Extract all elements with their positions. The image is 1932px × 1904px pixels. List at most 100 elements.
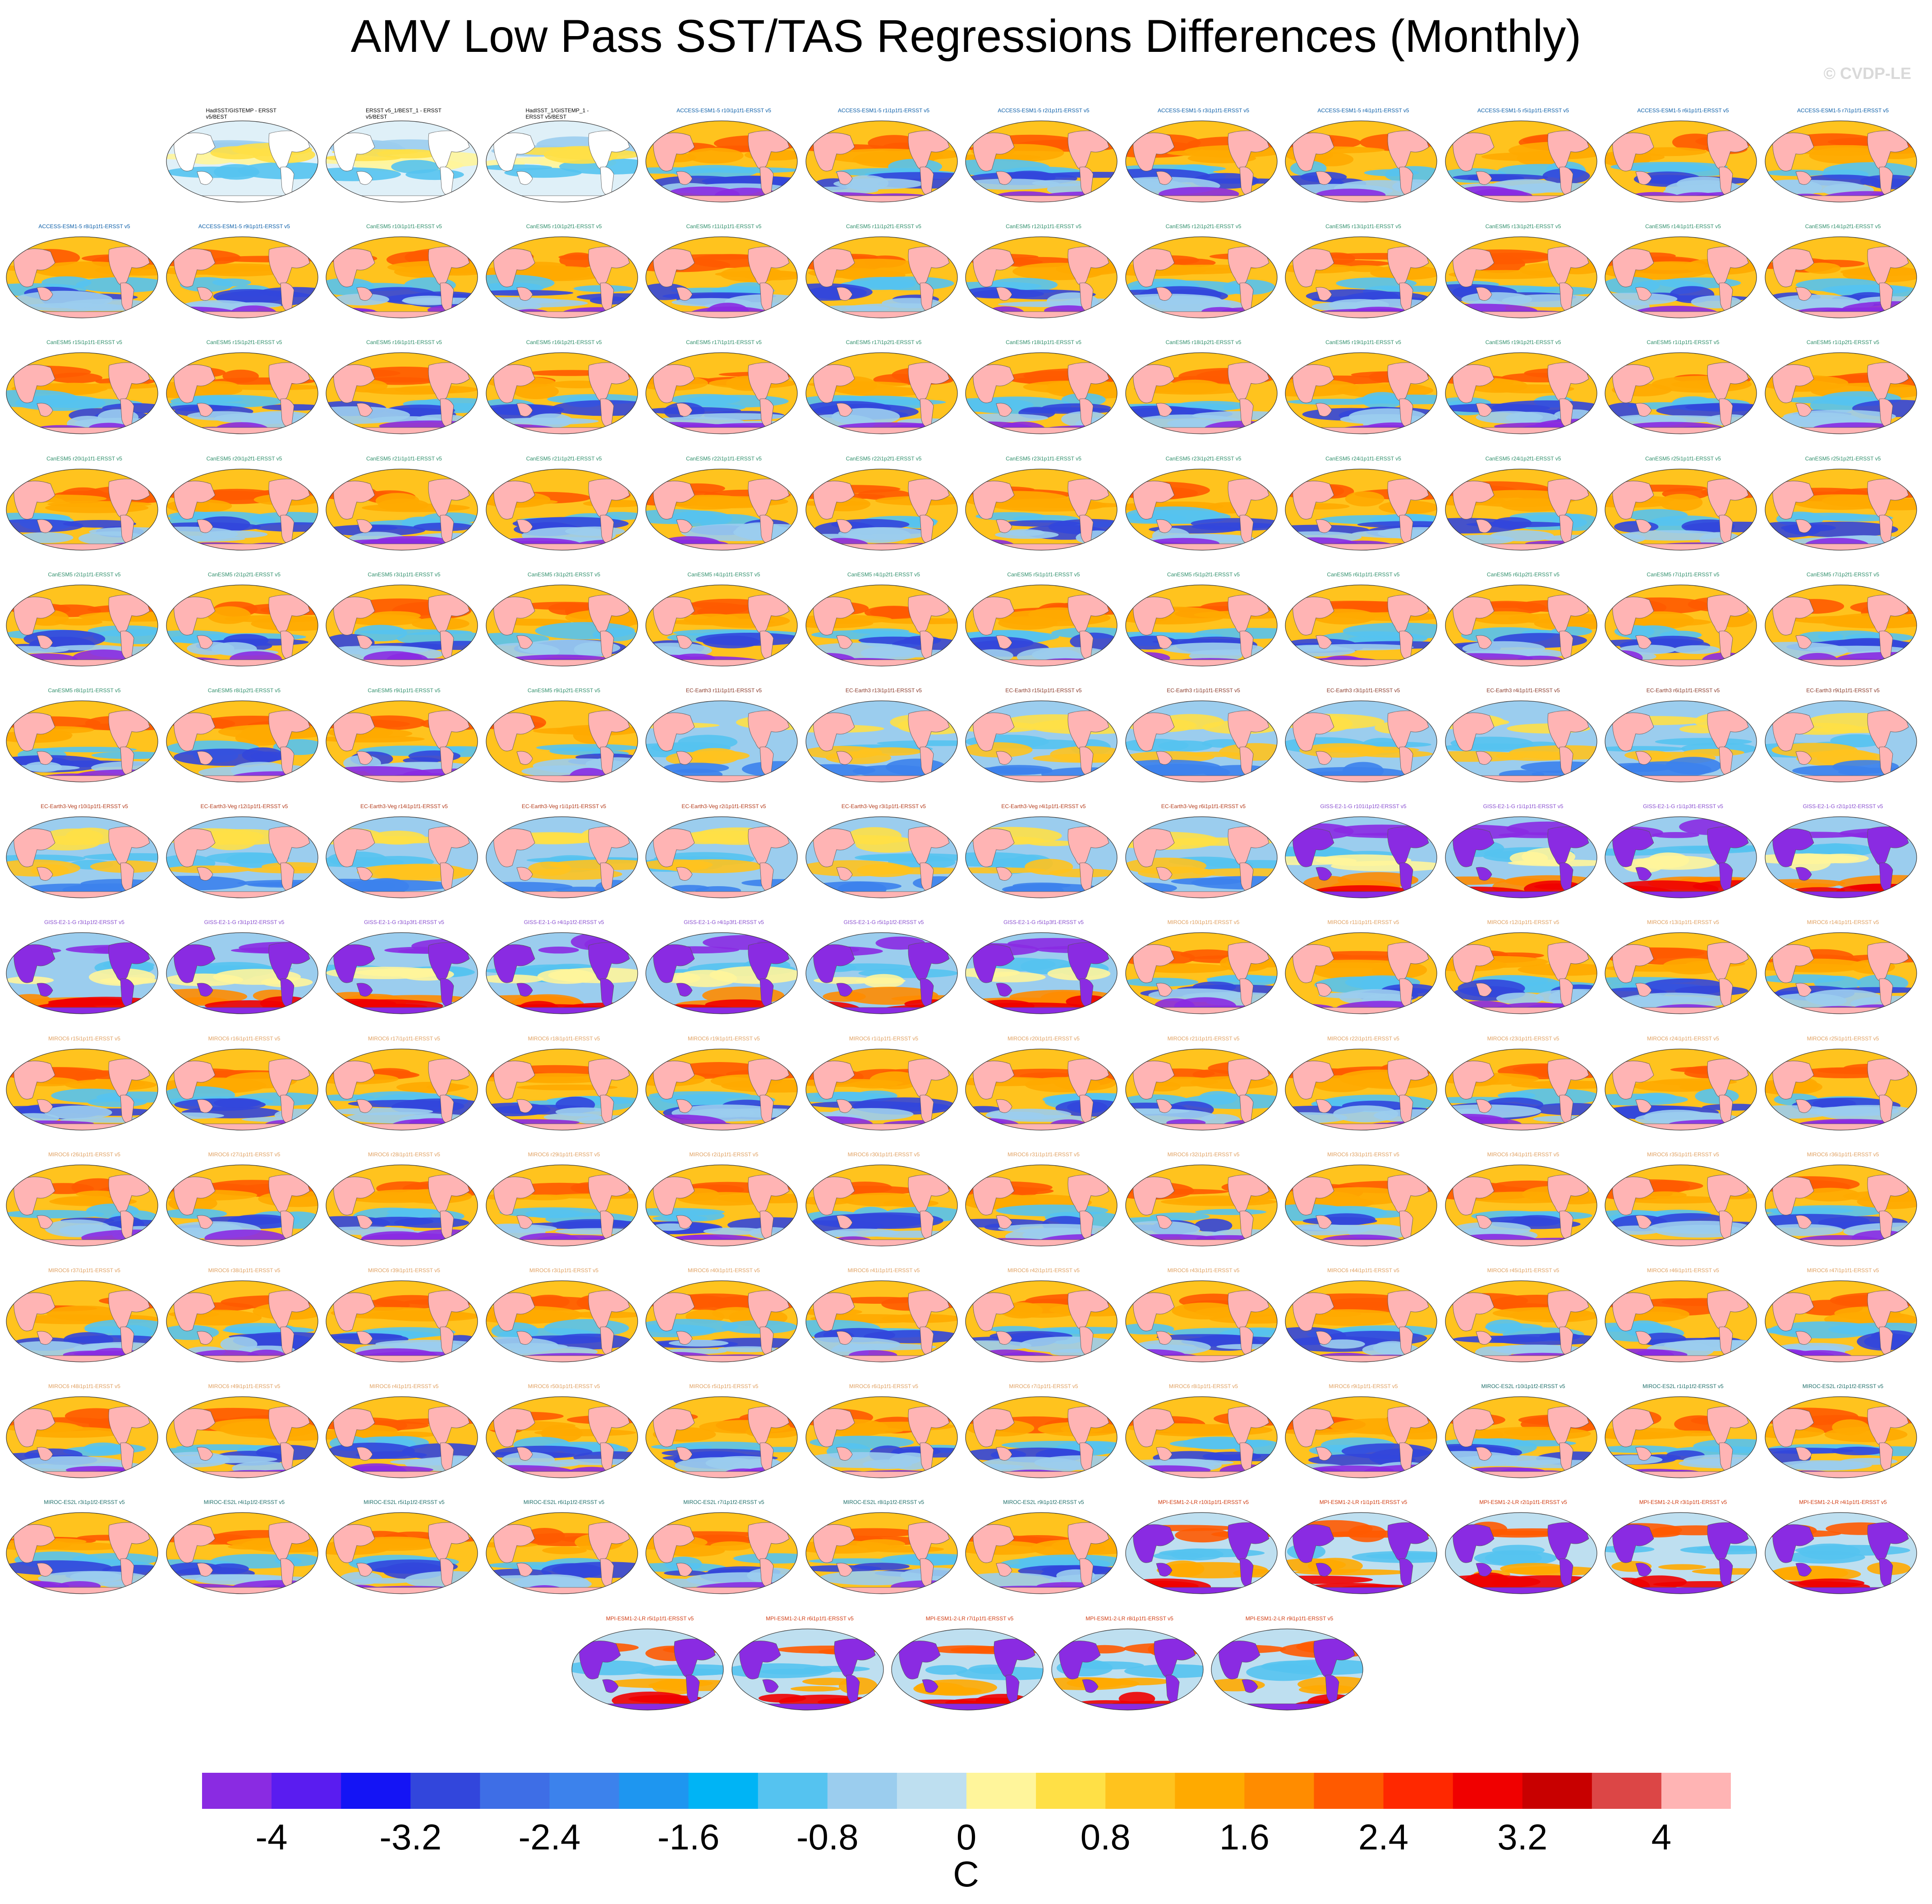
panel-title: MIROC6 r10i1p1f1-ERSST v5 — [1167, 919, 1240, 926]
map-panel: GISS-E2-1-G r1i1p1f1-ERSST v5 — [1444, 803, 1602, 902]
map-panel: MIROC6 r39i1p1f1-ERSST v5 — [325, 1267, 483, 1366]
world-map — [805, 1280, 958, 1362]
world-map — [645, 1512, 798, 1594]
map-panel: CanESM5 r14i1p2f1-ERSST v5 — [1764, 223, 1922, 322]
world-map — [1125, 700, 1278, 782]
panel-title: CanESM5 r17i1p2f1-ERSST v5 — [846, 339, 922, 346]
map-panel: CanESM5 r24i1p1f1-ERSST v5 — [1284, 455, 1442, 555]
map-panel: EC-Earth3-Veg r14i1p1f1-ERSST v5 — [325, 803, 483, 902]
map-panel: EC-Earth3-Veg r3i1p1f1-ERSST v5 — [805, 803, 963, 902]
panel-title: CanESM5 r5i1p2f1-ERSST v5 — [1167, 571, 1240, 578]
map-panel: MIROC6 r48i1p1f1-ERSST v5 — [5, 1383, 163, 1482]
panel-title: MIROC6 r43i1p1f1-ERSST v5 — [1167, 1267, 1240, 1274]
world-map — [485, 700, 638, 782]
panel-title: CanESM5 r16i1p2f1-ERSST v5 — [526, 339, 602, 346]
world-map — [326, 1164, 478, 1246]
panel-title: CanESM5 r22i1p2f1-ERSST v5 — [846, 455, 922, 462]
panel-title: MIROC6 r20i1p1f1-ERSST v5 — [1007, 1035, 1080, 1042]
map-panel: MIROC6 r50i1p1f1-ERSST v5 — [485, 1383, 643, 1482]
map-panel: MIROC6 r17i1p1f1-ERSST v5 — [325, 1035, 483, 1135]
map-panel: ACCESS-ESM1-5 r9i1p1f1-ERSST v5 — [166, 223, 323, 322]
world-map — [1764, 816, 1917, 898]
world-map — [965, 236, 1118, 318]
colorbar-tick-label: -4 — [255, 1817, 288, 1857]
map-panel: CanESM5 r17i1p1f1-ERSST v5 — [645, 339, 803, 438]
map-panel: CanESM5 r16i1p2f1-ERSST v5 — [485, 339, 643, 438]
map-panel: MPI-ESM1-2-LR r6i1p1f1-ERSST v5 — [731, 1615, 889, 1715]
world-map — [166, 1396, 318, 1478]
panel-title: MIROC6 r41i1p1f1-ERSST v5 — [847, 1267, 920, 1274]
panel-title: CanESM5 r2i1p1f1-ERSST v5 — [48, 571, 121, 578]
world-map — [1125, 1280, 1278, 1362]
colorbar-unit: C — [953, 1854, 979, 1894]
world-map — [1211, 1628, 1363, 1711]
panel-title: EC-Earth3 r15i1p1f1-ERSST v5 — [1005, 687, 1082, 694]
map-panel: MIROC6 r36i1p1f1-ERSST v5 — [1764, 1151, 1922, 1251]
panel-title: MIROC-ES2L r1i1p1f2-ERSST v5 — [1642, 1383, 1724, 1390]
world-map — [645, 816, 798, 898]
panel-title: EC-Earth3-Veg r1i1p1f1-ERSST v5 — [521, 803, 607, 810]
map-panel: MIROC6 r1i1p1f1-ERSST v5 — [805, 1035, 963, 1135]
map-panel: CanESM5 r18i1p1f1-ERSST v5 — [965, 339, 1122, 438]
map-panel: EC-Earth3 r1i1p1f1-ERSST v5 — [1125, 687, 1283, 786]
world-map — [965, 1512, 1118, 1594]
colorbar-swatch — [1314, 1773, 1384, 1809]
colorbar-swatch — [341, 1773, 411, 1809]
world-map — [1764, 120, 1917, 202]
world-map — [805, 816, 958, 898]
world-map — [1285, 816, 1437, 898]
map-panel: MIROC6 r5i1p1f1-ERSST v5 — [645, 1383, 803, 1482]
map-panel: MIROC6 r20i1p1f1-ERSST v5 — [965, 1035, 1122, 1135]
panel-title: ACCESS-ESM1-5 r6i1p1f1-ERSST v5 — [1637, 107, 1729, 114]
map-panel: MIROC6 r43i1p1f1-ERSST v5 — [1125, 1267, 1283, 1366]
map-panel: CanESM5 r12i1p1f1-ERSST v5 — [965, 223, 1122, 322]
panel-title: MIROC6 r16i1p1f1-ERSST v5 — [208, 1035, 281, 1042]
world-map — [1285, 700, 1437, 782]
world-map — [166, 932, 318, 1014]
world-map — [1444, 468, 1597, 551]
map-panel: MIROC6 r23i1p1f1-ERSST v5 — [1444, 1035, 1602, 1135]
world-map — [1605, 120, 1757, 202]
map-panel: MIROC6 r19i1p1f1-ERSST v5 — [645, 1035, 803, 1135]
map-panel: ACCESS-ESM1-5 r3i1p1f1-ERSST v5 — [1125, 107, 1283, 207]
map-panel: MIROC6 r8i1p1f1-ERSST v5 — [1125, 1383, 1283, 1482]
panel-title: MPI-ESM1-2-LR r4i1p1f1-ERSST v5 — [1799, 1499, 1887, 1506]
world-map — [485, 468, 638, 551]
world-map — [1444, 816, 1597, 898]
map-panel: MIROC-ES2L r9i1p1f2-ERSST v5 — [965, 1499, 1122, 1598]
map-panel: CanESM5 r20i1p1f1-ERSST v5 — [5, 455, 163, 555]
colorbar-swatch — [549, 1773, 620, 1809]
panel-title: MIROC6 r34i1p1f1-ERSST v5 — [1487, 1151, 1559, 1158]
world-map — [645, 236, 798, 318]
map-panel: MIROC6 r29i1p1f1-ERSST v5 — [485, 1151, 643, 1251]
world-map — [1605, 352, 1757, 434]
panel-title: MIROC6 r13i1p1f1-ERSST v5 — [1647, 919, 1719, 926]
map-panel: MIROC6 r44i1p1f1-ERSST v5 — [1284, 1267, 1442, 1366]
world-map — [1764, 700, 1917, 782]
panel-title: MIROC-ES2L r3i1p1f2-ERSST v5 — [44, 1499, 125, 1506]
map-panel: MPI-ESM1-2-LR r2i1p1f1-ERSST v5 — [1444, 1499, 1602, 1598]
panel-title: CanESM5 r17i1p1f1-ERSST v5 — [686, 339, 762, 346]
panel-title: CanESM5 r14i1p1f1-ERSST v5 — [1645, 223, 1721, 230]
panel-title: CanESM5 r23i1p1f1-ERSST v5 — [1006, 455, 1081, 462]
world-map — [1285, 352, 1437, 434]
world-map — [485, 1048, 638, 1131]
colorbar-swatch — [688, 1773, 759, 1809]
world-map — [1764, 1512, 1917, 1594]
map-panel: MIROC6 r15i1p1f1-ERSST v5 — [5, 1035, 163, 1135]
panel-title: CanESM5 r19i1p2f1-ERSST v5 — [1485, 339, 1561, 346]
world-map — [6, 1396, 158, 1478]
map-panel: CanESM5 r15i1p1f1-ERSST v5 — [5, 339, 163, 438]
panel-title: ACCESS-ESM1-5 r7i1p1f1-ERSST v5 — [1797, 107, 1889, 114]
world-map — [1764, 236, 1917, 318]
panel-title: CanESM5 r1i1p1f1-ERSST v5 — [1647, 339, 1720, 346]
panel-title: MIROC6 r25i1p1f1-ERSST v5 — [1807, 1035, 1879, 1042]
panel-title: CanESM5 r22i1p1f1-ERSST v5 — [686, 455, 762, 462]
map-panel: CanESM5 r11i1p2f1-ERSST v5 — [805, 223, 963, 322]
panel-title: GISS-E2-1-G r4i1p1f2-ERSST v5 — [524, 919, 604, 926]
panel-title: EC-Earth3 r9i1p1f1-ERSST v5 — [1806, 687, 1880, 694]
colorbar-swatch — [1105, 1773, 1175, 1809]
world-map — [326, 468, 478, 551]
panel-title: MIROC6 r7i1p1f1-ERSST v5 — [1009, 1383, 1078, 1390]
map-panel: MIROC-ES2L r6i1p1f2-ERSST v5 — [485, 1499, 643, 1598]
